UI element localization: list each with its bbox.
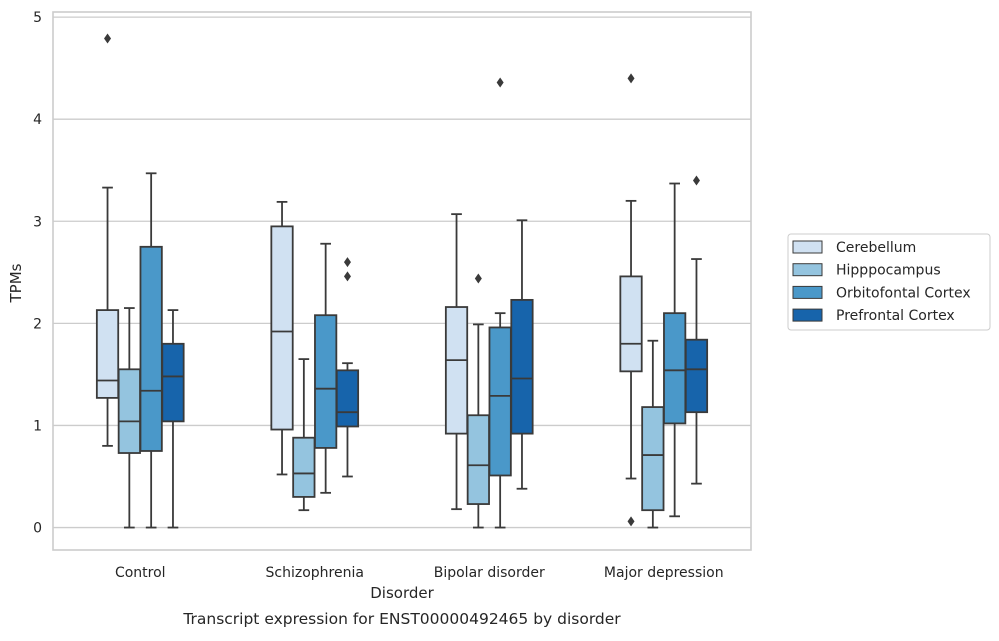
box-2-3 [663,182,687,518]
legend: Cerebellum Hipppocampus Orbitofontal Corte… [787,233,991,331]
x-tick-label: Control [115,565,166,581]
box-2-0 [139,172,163,529]
x-tick-label: Bipolar disorder [434,565,545,581]
box-iqr [663,312,687,425]
legend-label: Hipppocampus [836,263,941,279]
boxes [95,33,709,529]
box-0-0 [95,33,120,447]
box-iqr [510,298,534,435]
box-iqr [270,225,294,431]
y-tick-label: 3 [33,214,42,230]
legend-label: Prefrontal Cortex [836,308,955,324]
legend-swatch [792,285,823,299]
box-iqr [466,414,490,505]
y-tick-label: 5 [33,10,42,26]
y-axis-ticks: 0 1 2 3 4 5 [33,10,42,536]
box-iqr [684,338,709,414]
y-tick-label: 1 [33,418,42,434]
box-iqr [444,306,469,435]
legend-label: Cerebellum [836,240,916,256]
chart-caption: Transcript expression for ENST0000049246… [182,610,621,628]
outlier-point [496,77,504,88]
box-iqr [292,436,316,498]
box-0-3 [619,73,643,527]
box-3-0 [161,309,185,529]
outlier-point [343,257,351,268]
legend-label: Orbitofontal Cortex [836,285,971,301]
legend-swatch [792,240,823,254]
x-axis-title: Disorder [370,584,434,602]
outlier-point [692,175,700,186]
box-1-2 [466,273,490,529]
outlier-point [474,273,482,284]
box-iqr [139,245,163,452]
box-3-1 [335,257,360,478]
box-1-0 [117,307,141,529]
y-axis-title: TPMs [7,263,25,303]
x-axis-ticks: Control Schizophrenia Bipolar disorder Majo… [115,565,724,581]
legend-frame [787,233,991,331]
outlier-point [104,33,112,44]
box-0-2 [444,213,469,511]
y-tick-label: 2 [33,316,42,332]
x-tick-label: Schizophrenia [266,565,364,581]
box-iqr [335,369,360,428]
outlier-point [627,73,635,84]
box-1-3 [641,339,665,529]
y-tick-label: 4 [33,112,42,128]
box-0-1 [270,200,294,476]
box-iqr [95,309,120,399]
box-2-1 [314,242,338,494]
box-iqr [314,314,338,449]
legend-swatch [792,263,823,277]
box-iqr [619,275,643,373]
box-iqr [641,406,665,512]
outlier-point [343,271,351,282]
y-tick-label: 0 [33,521,42,537]
plot-area-frame [52,11,752,551]
box-1-1 [292,358,316,512]
box-iqr [488,326,512,477]
outlier-point [627,516,635,527]
box-3-2 [510,219,534,490]
legend-items: Cerebellum Hipppocampus Orbitofontal Corte… [792,240,971,324]
box-3-3 [684,175,709,485]
box-iqr [117,368,141,454]
x-tick-label: Major depression [604,565,724,581]
legend-swatch [792,308,823,322]
box-iqr [161,342,185,423]
